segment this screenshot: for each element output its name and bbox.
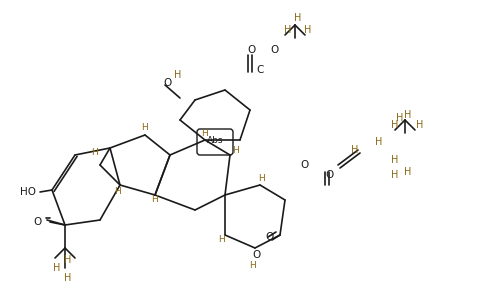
Text: H: H — [294, 13, 301, 23]
Text: H: H — [141, 122, 148, 132]
Text: HO: HO — [20, 187, 36, 197]
Text: H: H — [391, 120, 398, 130]
Text: H: H — [284, 25, 291, 35]
Text: H: H — [249, 260, 256, 270]
Text: H: H — [218, 235, 225, 245]
Text: H: H — [64, 273, 72, 283]
Text: H: H — [350, 145, 358, 155]
Text: H: H — [201, 129, 208, 137]
Text: H: H — [151, 196, 158, 204]
Text: O: O — [252, 250, 261, 260]
Text: O: O — [247, 45, 255, 55]
Text: H: H — [258, 173, 265, 183]
Text: H: H — [304, 25, 311, 35]
Text: H: H — [114, 188, 121, 196]
Text: O: O — [264, 232, 273, 242]
Text: O: O — [164, 78, 172, 88]
Text: H: H — [396, 113, 403, 123]
Text: H: H — [174, 70, 181, 80]
Text: H: H — [404, 110, 411, 120]
Text: H: H — [374, 137, 382, 147]
Text: H: H — [391, 170, 398, 180]
Text: Abs: Abs — [206, 135, 223, 145]
Text: H: H — [231, 145, 238, 155]
Text: H: H — [64, 255, 72, 265]
Text: H: H — [91, 148, 98, 157]
Text: O: O — [300, 160, 309, 170]
FancyBboxPatch shape — [197, 129, 232, 155]
Text: H: H — [391, 155, 398, 165]
Text: O: O — [34, 217, 42, 227]
Text: O: O — [325, 170, 334, 180]
Text: H: H — [404, 167, 411, 177]
Text: H: H — [53, 263, 60, 273]
Text: C: C — [256, 65, 263, 75]
Text: O: O — [270, 45, 278, 55]
Text: H: H — [416, 120, 423, 130]
